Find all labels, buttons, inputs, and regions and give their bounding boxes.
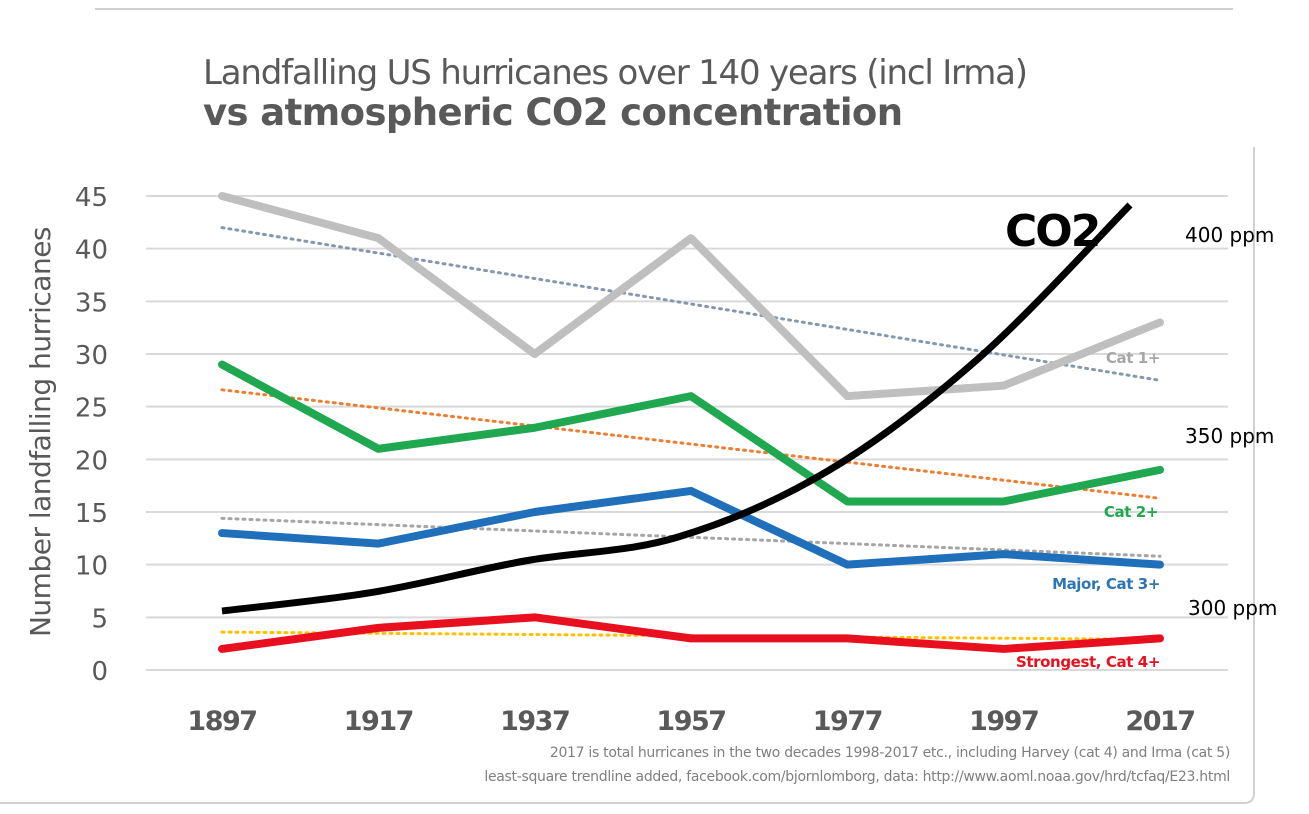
co2-label: CO2 (1005, 206, 1099, 257)
y-tick-label: 20 (75, 446, 108, 476)
series-label-major-cat-3-: Major, Cat 3+ (1052, 575, 1160, 593)
y-tick-label: 5 (91, 604, 108, 634)
y-tick-label: 0 (91, 657, 108, 687)
series-line-strongest-cat-4- (218, 613, 1164, 653)
footnote-1: 2017 is total hurricanes in the two deca… (550, 745, 1230, 761)
y-tick-label: 15 (75, 499, 108, 529)
trendline-cat-2- (220, 388, 1162, 500)
x-tick-label: 1957 (656, 706, 725, 737)
x-tick-label: 1937 (500, 706, 569, 737)
chart-title: Landfalling US hurricanes over 140 years… (203, 53, 1027, 93)
trendline-cat-1- (220, 226, 1162, 382)
y-tick-label: 35 (75, 288, 108, 318)
y-tick-label: 25 (75, 394, 108, 424)
ppm-label: 400 ppm (1185, 223, 1274, 247)
co2-curve (221, 202, 1133, 615)
y-tick-labels: 0 5 10 15 20 25 30 35 40 45 (75, 183, 108, 687)
series-label-cat-2-: Cat 2+ (1104, 503, 1158, 521)
co2-axis-labels: 400 ppm 350 ppm 300 ppm (1185, 223, 1277, 620)
series-lines (218, 192, 1164, 653)
ppm-label: 300 ppm (1188, 596, 1277, 620)
y-axis-label: Number landfalling hurricanes (24, 227, 57, 637)
x-tick-label: 1897 (187, 706, 256, 737)
y-tick-label: 40 (75, 236, 108, 266)
trendline-major-cat-3- (220, 516, 1162, 558)
y-tick-label: 10 (75, 552, 108, 582)
y-tick-label: 45 (75, 183, 108, 213)
footnote-2: least-square trendline added, facebook.c… (484, 769, 1230, 785)
series-label-strongest-cat-4-: Strongest, Cat 4+ (1016, 653, 1160, 671)
series-labels: Cat 1+ Cat 2+ Major, Cat 3+ Strongest, Cat … (1016, 349, 1160, 671)
x-tick-label: 1997 (969, 706, 1038, 737)
x-tick-labels: 1897 1917 1937 1957 1977 1997 2017 (187, 706, 1196, 737)
gridlines (146, 195, 1228, 671)
trendlines (220, 226, 1162, 641)
frame-bottom-line (0, 792, 1255, 804)
x-tick-label: 2017 (1125, 706, 1194, 737)
y-tick-label: 30 (75, 341, 108, 371)
series-line-cat-2- (218, 360, 1164, 506)
co2-curve-group (221, 202, 1133, 615)
chart-subtitle: vs atmospheric CO2 concentration (203, 91, 902, 134)
x-tick-label: 1977 (813, 706, 882, 737)
x-tick-label: 1917 (344, 706, 413, 737)
ppm-label: 350 ppm (1185, 424, 1274, 448)
series-label-cat-1-: Cat 1+ (1106, 349, 1160, 367)
